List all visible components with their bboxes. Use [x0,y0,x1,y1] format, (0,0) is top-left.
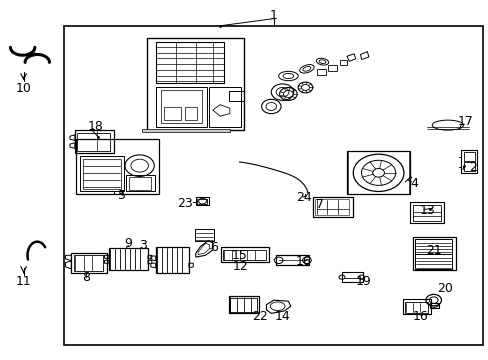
Text: 9: 9 [124,237,132,250]
Text: 2: 2 [468,161,476,174]
FancyBboxPatch shape [420,114,474,136]
Text: 8: 8 [82,271,90,284]
Bar [74,255,103,271]
Bar [276,255,309,265]
Bar [412,237,455,270]
Bar [82,159,121,189]
Bar [312,197,352,217]
Bar [429,303,438,309]
Bar [414,239,451,253]
Bar [142,129,229,132]
Text: 18: 18 [87,121,103,134]
Bar [197,199,206,204]
Bar [463,152,474,161]
Bar [405,302,427,313]
Text: 16: 16 [296,255,311,268]
Bar [228,296,259,314]
Bar [414,254,451,269]
Text: 14: 14 [274,310,290,324]
Text: 1: 1 [269,9,277,22]
Text: 16: 16 [412,310,428,324]
Text: 19: 19 [355,275,371,288]
Bar [209,87,241,127]
Text: 11: 11 [16,275,31,288]
Text: 15: 15 [231,249,247,262]
Bar [71,253,106,273]
Bar [160,90,202,123]
Text: 22: 22 [252,310,267,324]
Text: 17: 17 [456,116,472,129]
Bar [80,156,124,192]
Text: 20: 20 [437,282,452,295]
Text: 6: 6 [209,241,217,254]
Bar [223,249,265,260]
Bar [156,42,224,83]
Bar [402,300,430,315]
Text: 5: 5 [118,189,125,202]
Bar [315,199,348,215]
Text: 7: 7 [315,198,324,211]
Bar [339,60,346,65]
Bar [184,107,197,120]
Bar [147,39,244,130]
Text: 10: 10 [16,82,32,95]
Text: 24: 24 [296,191,311,204]
Bar [129,177,151,190]
Bar [316,69,326,75]
Bar [341,272,362,282]
Bar [195,197,209,205]
Bar [194,229,214,241]
Text: 4: 4 [409,177,417,190]
Text: 13: 13 [419,204,434,217]
Bar [409,202,444,223]
Text: 3: 3 [139,239,147,252]
Bar [230,298,257,312]
Bar [156,247,188,273]
Bar [346,151,409,194]
Bar [463,162,474,171]
Text: 23: 23 [177,197,192,210]
Bar [76,139,159,194]
Bar [156,87,206,127]
Bar [412,205,440,221]
Bar [163,107,181,120]
Bar [109,248,148,270]
Bar [221,247,268,262]
Bar [126,175,155,192]
Bar [328,65,336,71]
Bar [64,26,483,345]
Text: 12: 12 [232,260,248,273]
Text: 21: 21 [425,244,441,257]
Bar [228,91,244,101]
Bar [461,149,476,173]
Bar [75,130,114,153]
Bar [77,133,110,151]
